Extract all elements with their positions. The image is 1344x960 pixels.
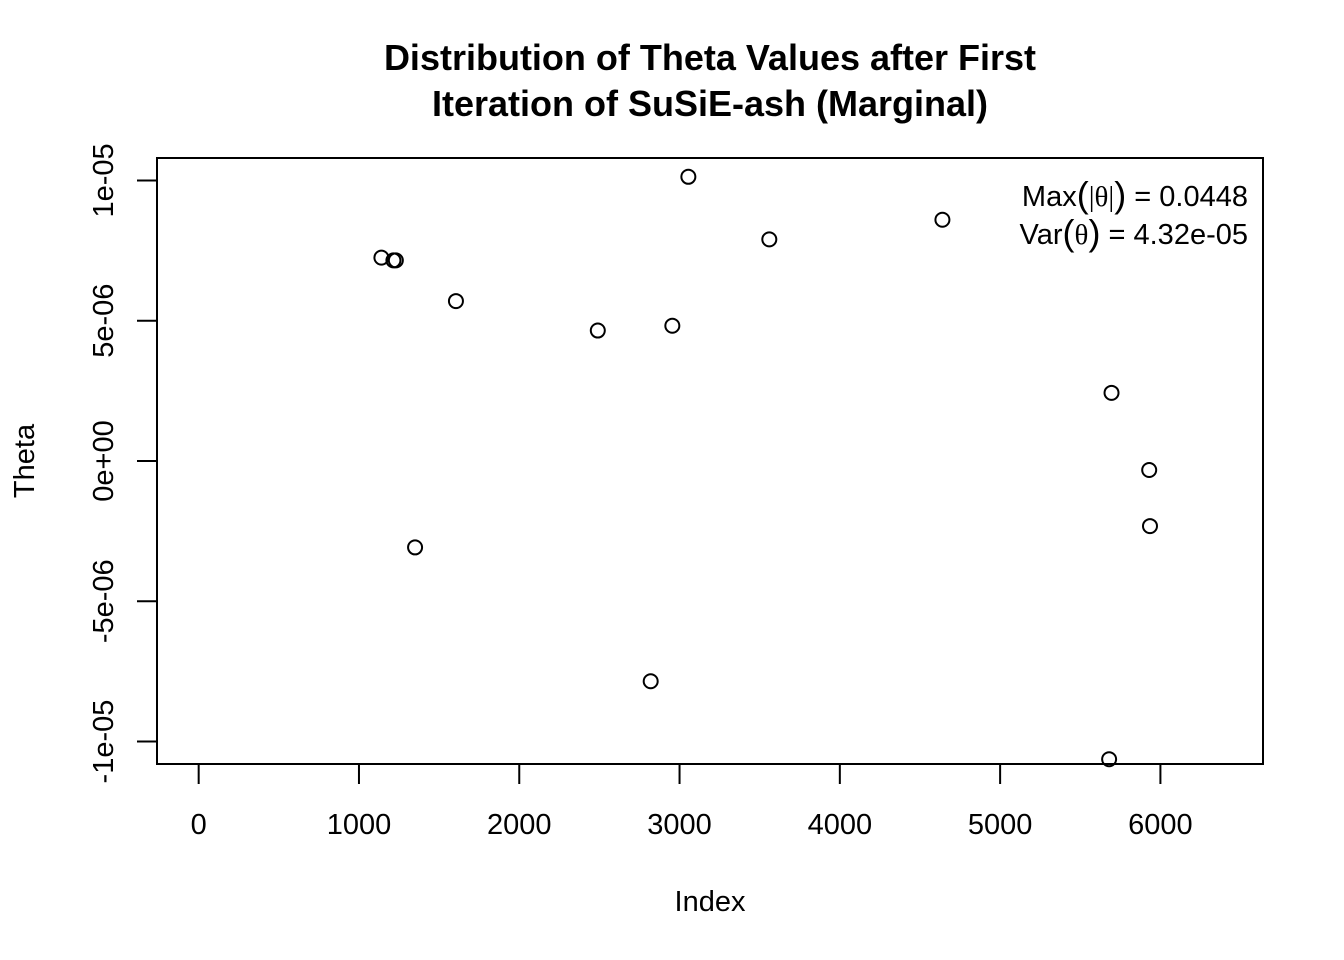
annotation-var-name: Var: [1020, 219, 1063, 251]
x-tick-label: 0: [191, 809, 207, 841]
data-point: [1101, 751, 1118, 768]
data-point: [387, 252, 404, 269]
data-point: [1141, 461, 1158, 478]
chart-title-line-2: Iteration of SuSiE-ash (Marginal): [432, 83, 988, 124]
x-tick-label: 4000: [808, 809, 873, 841]
y-tick-label: 1e-05: [88, 143, 120, 217]
y-axis: 1e-05 5e-06 0e+00 -5e-06 -1e-05: [88, 143, 158, 784]
annotation-max: Max(|θ|) = 0.0448: [1022, 174, 1248, 215]
annotation-var-value: 4.32e-05: [1134, 219, 1249, 251]
y-tick-label: 5e-06: [88, 284, 120, 358]
chart-title-line-1: Distribution of Theta Values after First: [384, 37, 1036, 78]
annotation-max-symbol: |θ|: [1089, 181, 1115, 213]
annotation-max-name: Max: [1022, 181, 1077, 213]
data-point: [447, 293, 464, 310]
x-tick-label: 2000: [487, 809, 552, 841]
data-point: [407, 539, 424, 556]
data-point: [934, 211, 951, 228]
data-point: [680, 168, 697, 185]
x-tick-label: 5000: [968, 809, 1033, 841]
x-tick-label: 1000: [327, 809, 392, 841]
x-tick-label: 6000: [1128, 809, 1193, 841]
x-tick-label: 3000: [647, 809, 712, 841]
y-tick-label: -5e-06: [88, 559, 120, 643]
annotation-var-symbol: θ: [1075, 219, 1089, 251]
data-point: [642, 673, 659, 690]
annotation-var: Var(θ) = 4.32e-05: [1020, 212, 1248, 253]
data-point: [1141, 518, 1158, 535]
y-tick-label: 0e+00: [88, 420, 120, 501]
data-point: [761, 231, 778, 248]
annotation-max-value: 0.0448: [1159, 181, 1248, 213]
y-tick-label: -1e-05: [88, 700, 120, 784]
data-point: [664, 317, 681, 334]
data-point: [1103, 384, 1120, 401]
data-point: [589, 322, 606, 339]
x-axis-label: Index: [675, 886, 746, 918]
y-axis-label: Theta: [9, 423, 41, 498]
x-axis: 0 1000 2000 3000 4000 5000 6000: [191, 763, 1193, 841]
data-points: [373, 168, 1158, 768]
